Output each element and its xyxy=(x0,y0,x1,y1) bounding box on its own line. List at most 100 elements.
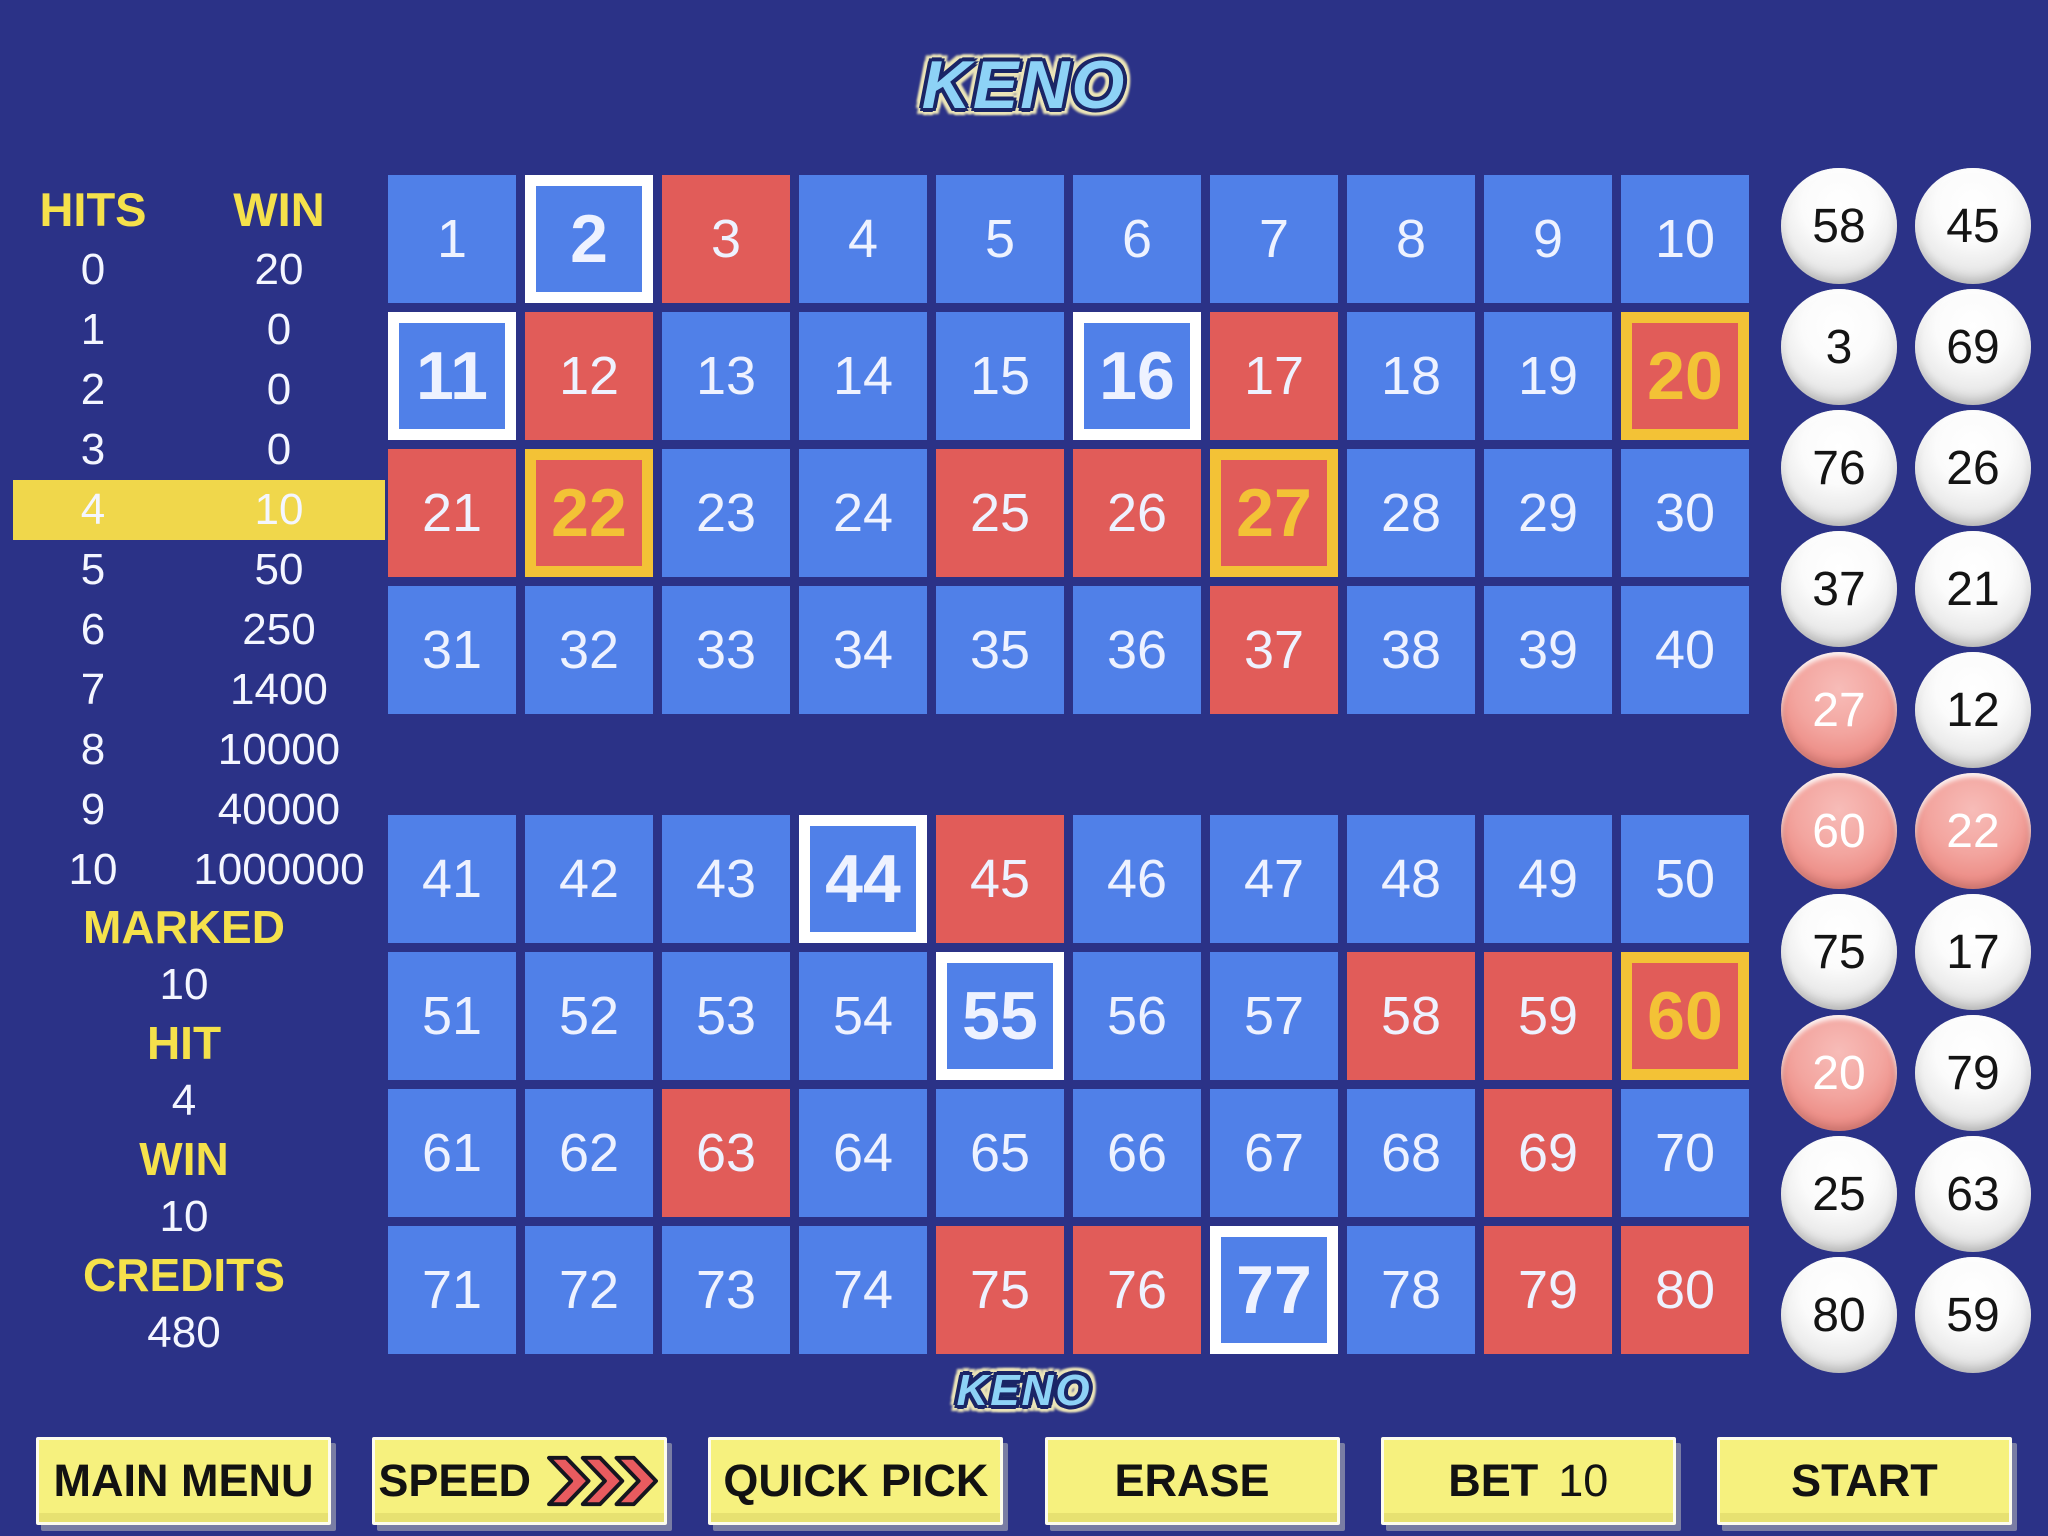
keno-cell-6[interactable]: 6 xyxy=(1073,175,1201,303)
keno-cell-32[interactable]: 32 xyxy=(525,586,653,714)
keno-cell-23[interactable]: 23 xyxy=(662,449,790,577)
keno-cell-56[interactable]: 56 xyxy=(1073,952,1201,1080)
keno-cell-69[interactable]: 69 xyxy=(1484,1089,1612,1217)
main-menu-button[interactable]: MAIN MENU xyxy=(36,1437,331,1525)
paytable-header: HITS WIN xyxy=(13,178,385,240)
keno-cell-61[interactable]: 61 xyxy=(388,1089,516,1217)
keno-cell-66[interactable]: 66 xyxy=(1073,1089,1201,1217)
keno-cell-64[interactable]: 64 xyxy=(799,1089,927,1217)
keno-cell-46[interactable]: 46 xyxy=(1073,815,1201,943)
keno-cell-67[interactable]: 67 xyxy=(1210,1089,1338,1217)
keno-cell-50[interactable]: 50 xyxy=(1621,815,1749,943)
keno-cell-38[interactable]: 38 xyxy=(1347,586,1475,714)
keno-cell-22[interactable]: 22 xyxy=(525,449,653,577)
keno-cell-25[interactable]: 25 xyxy=(936,449,1064,577)
keno-cell-27[interactable]: 27 xyxy=(1210,449,1338,577)
keno-cell-45[interactable]: 45 xyxy=(936,815,1064,943)
keno-cell-74[interactable]: 74 xyxy=(799,1226,927,1354)
paytable-row-4: 4 10 xyxy=(13,480,385,540)
keno-cell-40[interactable]: 40 xyxy=(1621,586,1749,714)
keno-cell-29[interactable]: 29 xyxy=(1484,449,1612,577)
keno-cell-49[interactable]: 49 xyxy=(1484,815,1612,943)
keno-cell-62[interactable]: 62 xyxy=(525,1089,653,1217)
keno-cell-35[interactable]: 35 xyxy=(936,586,1064,714)
keno-cell-10[interactable]: 10 xyxy=(1621,175,1749,303)
keno-cell-12[interactable]: 12 xyxy=(525,312,653,440)
keno-cell-24[interactable]: 24 xyxy=(799,449,927,577)
drawn-ball-69: 69 xyxy=(1915,289,2031,405)
keno-cell-48[interactable]: 48 xyxy=(1347,815,1475,943)
keno-cell-3[interactable]: 3 xyxy=(662,175,790,303)
keno-cell-77[interactable]: 77 xyxy=(1210,1226,1338,1354)
keno-cell-1[interactable]: 1 xyxy=(388,175,516,303)
keno-cell-30[interactable]: 30 xyxy=(1621,449,1749,577)
keno-cell-59[interactable]: 59 xyxy=(1484,952,1612,1080)
keno-cell-34[interactable]: 34 xyxy=(799,586,927,714)
keno-cell-20[interactable]: 20 xyxy=(1621,312,1749,440)
keno-cell-53[interactable]: 53 xyxy=(662,952,790,1080)
keno-cell-13[interactable]: 13 xyxy=(662,312,790,440)
keno-cell-36[interactable]: 36 xyxy=(1073,586,1201,714)
keno-cell-28[interactable]: 28 xyxy=(1347,449,1475,577)
keno-cell-21[interactable]: 21 xyxy=(388,449,516,577)
keno-cell-31[interactable]: 31 xyxy=(388,586,516,714)
keno-cell-43[interactable]: 43 xyxy=(662,815,790,943)
keno-cell-17[interactable]: 17 xyxy=(1210,312,1338,440)
keno-cell-5[interactable]: 5 xyxy=(936,175,1064,303)
keno-cell-68[interactable]: 68 xyxy=(1347,1089,1475,1217)
keno-cell-4[interactable]: 4 xyxy=(799,175,927,303)
speed-button[interactable]: SPEED xyxy=(372,1437,668,1525)
bet-button[interactable]: BET 10 xyxy=(1380,1437,1676,1525)
keno-cell-52[interactable]: 52 xyxy=(525,952,653,1080)
keno-cell-8[interactable]: 8 xyxy=(1347,175,1475,303)
keno-cell-14[interactable]: 14 xyxy=(799,312,927,440)
quick-pick-button[interactable]: QUICK PICK xyxy=(708,1437,1004,1525)
keno-cell-73[interactable]: 73 xyxy=(662,1226,790,1354)
keno-cell-19[interactable]: 19 xyxy=(1484,312,1612,440)
keno-cell-16[interactable]: 16 xyxy=(1073,312,1201,440)
keno-cell-37[interactable]: 37 xyxy=(1210,586,1338,714)
keno-cell-41[interactable]: 41 xyxy=(388,815,516,943)
keno-cell-54[interactable]: 54 xyxy=(799,952,927,1080)
keno-cell-51[interactable]: 51 xyxy=(388,952,516,1080)
keno-cell-42[interactable]: 42 xyxy=(525,815,653,943)
paytable-hits-value: 5 xyxy=(80,545,106,594)
keno-cell-57[interactable]: 57 xyxy=(1210,952,1338,1080)
keno-cell-65[interactable]: 65 xyxy=(936,1089,1064,1217)
keno-cell-55[interactable]: 55 xyxy=(936,952,1064,1080)
erase-button[interactable]: ERASE xyxy=(1044,1437,1340,1525)
keno-cell-60[interactable]: 60 xyxy=(1621,952,1749,1080)
keno-cell-39[interactable]: 39 xyxy=(1484,586,1612,714)
keno-cell-47[interactable]: 47 xyxy=(1210,815,1338,943)
keno-cell-71[interactable]: 71 xyxy=(388,1226,516,1354)
drawn-ball-80: 80 xyxy=(1781,1257,1897,1373)
keno-cell-18[interactable]: 18 xyxy=(1347,312,1475,440)
keno-cell-58[interactable]: 58 xyxy=(1347,952,1475,1080)
number-board-top: 1 2 3 4 5 6 7 8 9 10 11 12 13 14 15 16 17 18 19 20 21 22 23 24 2… xyxy=(388,175,1749,714)
keno-cell-33[interactable]: 33 xyxy=(662,586,790,714)
keno-cell-2[interactable]: 2 xyxy=(525,175,653,303)
keno-cell-80[interactable]: 80 xyxy=(1621,1226,1749,1354)
keno-cell-75[interactable]: 75 xyxy=(936,1226,1064,1354)
keno-cell-79[interactable]: 79 xyxy=(1484,1226,1612,1354)
keno-cell-44[interactable]: 44 xyxy=(799,815,927,943)
keno-cell-9[interactable]: 9 xyxy=(1484,175,1612,303)
keno-cell-7[interactable]: 7 xyxy=(1210,175,1338,303)
paytable-win-value: 250 xyxy=(242,605,316,654)
start-button[interactable]: START xyxy=(1716,1437,2012,1525)
keno-cell-76[interactable]: 76 xyxy=(1073,1226,1201,1354)
keno-cell-26[interactable]: 26 xyxy=(1073,449,1201,577)
paytable-win-value: 50 xyxy=(254,545,304,594)
paytable-hits-value: 8 xyxy=(80,725,106,774)
keno-cell-72[interactable]: 72 xyxy=(525,1226,653,1354)
bet-value: 10 xyxy=(1558,1455,1609,1506)
drawn-ball-25: 25 xyxy=(1781,1136,1897,1252)
paytable-hits-value: 0 xyxy=(80,245,106,294)
keno-cell-78[interactable]: 78 xyxy=(1347,1226,1475,1354)
keno-cell-70[interactable]: 70 xyxy=(1621,1089,1749,1217)
keno-cell-15[interactable]: 15 xyxy=(936,312,1064,440)
keno-cell-63[interactable]: 63 xyxy=(662,1089,790,1217)
keno-cell-11[interactable]: 11 xyxy=(388,312,516,440)
